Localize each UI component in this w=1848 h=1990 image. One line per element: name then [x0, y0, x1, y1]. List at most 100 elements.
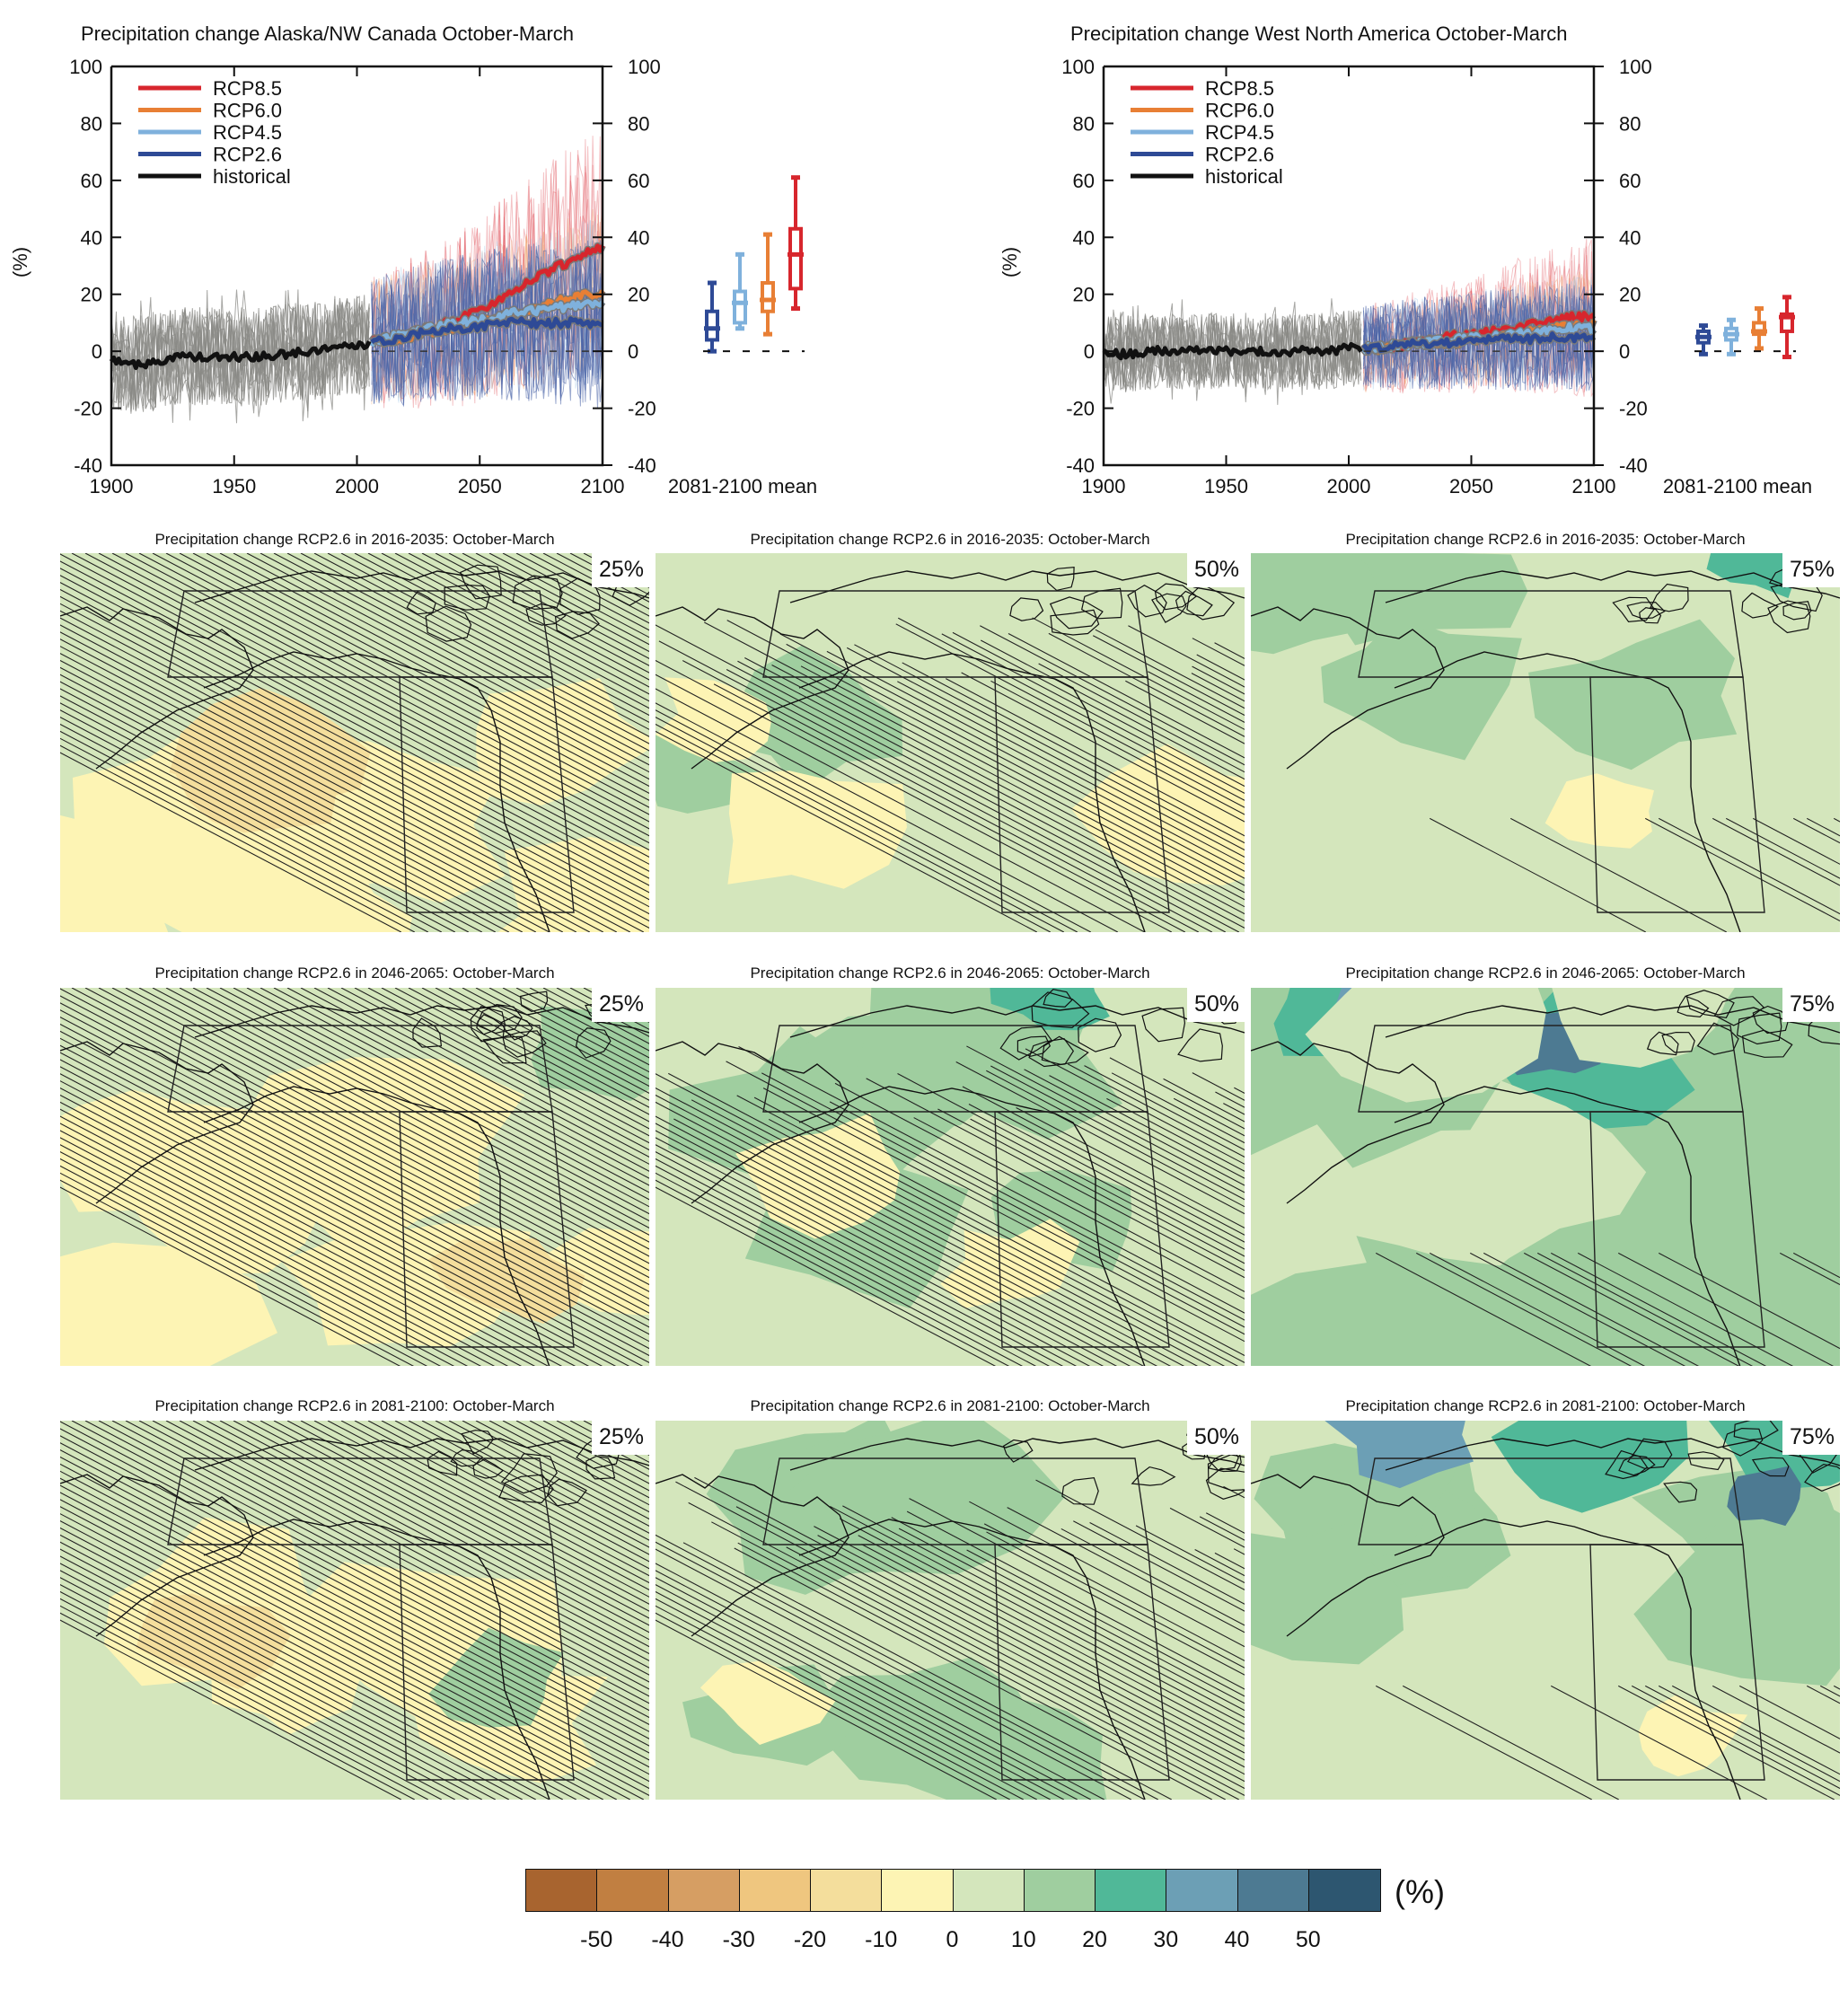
- x-tick-label: 1900: [1082, 475, 1126, 498]
- island-outline: [1751, 1457, 1790, 1477]
- hatch-line: [300, 988, 649, 1172]
- map-contour-region: [169, 687, 371, 807]
- hatch-line: [60, 1137, 496, 1366]
- hatch-line: [1551, 1252, 1767, 1366]
- island-outline: [585, 1455, 616, 1480]
- map-hatching: [60, 988, 649, 1366]
- hatch-line: [658, 640, 1213, 932]
- island-outline: [1043, 989, 1073, 1008]
- hatch-line: [60, 560, 649, 872]
- chart-title: Precipitation change Alaska/NW Canada Oc…: [81, 22, 574, 45]
- hatch-line: [1038, 663, 1245, 773]
- hatch-line: [1016, 1106, 1245, 1228]
- hatch-line: [1739, 1685, 1840, 1739]
- legend-label: RCP6.0: [213, 100, 282, 122]
- y-tick-label-right: -40: [1619, 454, 1648, 477]
- percentile-label: 25%: [591, 988, 649, 1022]
- map-contour-region: [727, 770, 907, 889]
- hatch-line: [986, 1070, 1245, 1208]
- hatch-line: [656, 1605, 1025, 1800]
- hatch-line: [60, 1619, 402, 1800]
- hatch-line: [462, 988, 649, 1087]
- hatch-line: [71, 1421, 649, 1726]
- rcp-ensemble-line: [371, 240, 603, 402]
- hatch-line: [60, 1584, 470, 1800]
- hatch-line: [1645, 1685, 1840, 1790]
- hatch-line: [1645, 817, 1840, 922]
- hatch-line: [656, 688, 1119, 932]
- hatch-line: [60, 1555, 524, 1800]
- map-svg: [60, 1421, 649, 1800]
- colorbar-cell: [596, 1869, 669, 1912]
- hatch-line: [286, 988, 649, 1179]
- y-tick-label-right: 40: [1619, 226, 1641, 249]
- map-contour-region: [1251, 553, 1384, 655]
- hatch-line: [60, 1534, 564, 1800]
- island-outline: [444, 584, 490, 611]
- island-outline: [554, 611, 600, 639]
- map-title: Precipitation change RCP2.6 in 2016-2035…: [1345, 531, 1746, 548]
- hatch-line: [656, 1151, 1064, 1366]
- hatch-line: [656, 1584, 1065, 1800]
- hatch-line: [952, 631, 1245, 788]
- hatch-line: [656, 1577, 1078, 1800]
- island-outline: [1078, 1017, 1122, 1052]
- region-box-west-north-america: [994, 1544, 1170, 1781]
- hatch-line: [682, 1542, 1173, 1800]
- hatch-line: [152, 553, 649, 815]
- hatch-line: [488, 553, 649, 638]
- x-tick-label: 1950: [212, 475, 256, 498]
- map-hatching: [60, 553, 649, 932]
- hatch-line: [1793, 1252, 1840, 1279]
- y-tick-label-right: 80: [628, 112, 649, 135]
- island-outline: [1207, 1454, 1245, 1492]
- percentile-label: 50%: [1186, 553, 1245, 587]
- hatch-line: [408, 1421, 649, 1548]
- hatch-line: [826, 650, 1245, 872]
- y-tick-label-right: -20: [1619, 398, 1648, 420]
- map-hatching: [1376, 1685, 1840, 1800]
- boxplot-rcp6-0: [1751, 306, 1767, 351]
- hatch-line: [233, 1421, 649, 1641]
- coastline-north: [1385, 1005, 1840, 1038]
- map-title: Precipitation change RCP2.6 in 2016-2035…: [154, 531, 555, 548]
- hatch-line: [98, 553, 649, 844]
- island-outline: [1741, 592, 1779, 619]
- island-outline: [482, 1035, 527, 1064]
- hatch-line: [1537, 1252, 1754, 1366]
- map-title: Precipitation change RCP2.6 in 2046-2065…: [750, 964, 1150, 982]
- hatch-line: [786, 643, 1245, 886]
- hatch-line: [60, 1087, 590, 1366]
- map-hatching: [656, 1045, 1245, 1366]
- hatch-line: [656, 1534, 1159, 1800]
- timeseries-plot-alaska: Precipitation change Alaska/NW Canada Oc…: [9, 22, 817, 498]
- hatch-line: [1793, 817, 1840, 844]
- hatch-line: [1095, 629, 1245, 709]
- hatch-line: [421, 553, 649, 674]
- mean-lines: [1102, 309, 1597, 361]
- hatch-line: [986, 1531, 1245, 1669]
- island-outline: [1618, 1455, 1656, 1476]
- boxplot-label: 2081-2100 mean: [1663, 475, 1812, 498]
- legend-label: RCP8.5: [1205, 77, 1274, 100]
- hatch-line: [771, 665, 1245, 915]
- y-tick-label-left: 60: [81, 170, 102, 192]
- island-outline: [472, 1458, 505, 1479]
- hatch-line: [152, 1421, 649, 1683]
- hatch-line: [60, 631, 631, 932]
- hatch-line: [656, 702, 1092, 932]
- colorbar-tick-label: -10: [865, 1927, 898, 1952]
- hatch-line: [300, 1421, 649, 1605]
- island-outline: [1031, 991, 1090, 1029]
- hatch-line: [60, 553, 649, 865]
- hatch-line: [656, 674, 1146, 932]
- hatch-line: [1712, 817, 1840, 886]
- hatch-line: [206, 1421, 649, 1655]
- hatch-line: [1659, 1252, 1840, 1350]
- hatch-line: [1780, 1252, 1840, 1286]
- hatch-line: [60, 1144, 482, 1366]
- island-outline: [575, 1027, 612, 1059]
- hatch-line: [656, 723, 1052, 932]
- hatch-line: [1672, 1685, 1840, 1775]
- hatch-line: [60, 1605, 429, 1800]
